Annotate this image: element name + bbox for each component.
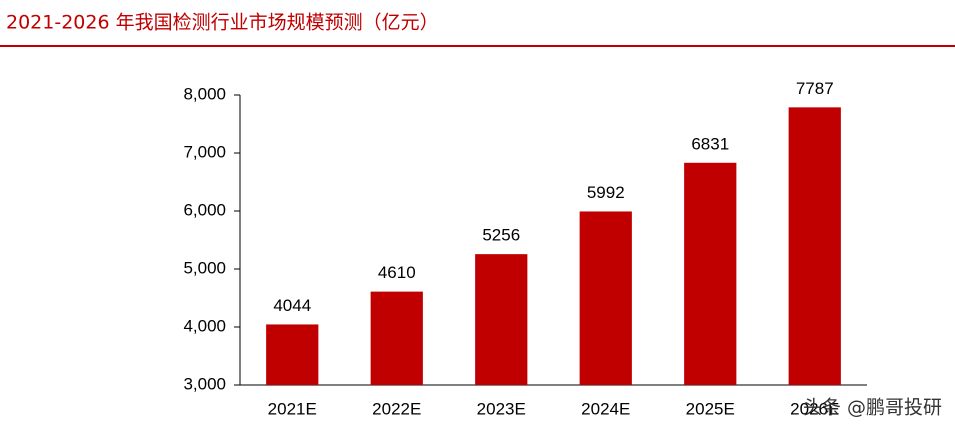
bar — [788, 107, 841, 385]
value-label: 4044 — [273, 296, 311, 315]
bar — [370, 291, 423, 385]
y-tick-label: 4,000 — [183, 316, 226, 335]
y-tick-label: 6,000 — [183, 200, 226, 219]
y-tick-label: 5,000 — [183, 258, 226, 277]
x-tick-label: 2026E — [790, 399, 839, 418]
y-tick-label: 3,000 — [183, 374, 226, 393]
value-label: 5992 — [587, 183, 625, 202]
bar — [475, 254, 528, 385]
x-tick-label: 2022E — [372, 399, 421, 418]
value-label: 6831 — [691, 134, 729, 153]
x-tick-label: 2021E — [268, 399, 317, 418]
y-tick-label: 7,000 — [183, 142, 226, 161]
bar — [266, 324, 319, 385]
bar — [684, 162, 737, 385]
value-label: 7787 — [796, 79, 834, 98]
bar — [579, 211, 632, 385]
x-tick-label: 2023E — [477, 399, 526, 418]
x-tick-label: 2025E — [686, 399, 735, 418]
value-label: 4610 — [378, 263, 416, 282]
x-tick-label: 2024E — [581, 399, 630, 418]
watermark: 头条 @鹏哥投研 — [803, 397, 942, 419]
value-label: 5256 — [482, 226, 520, 245]
chart-title: 2021-2026 年我国检测行业市场规模预测（亿元） — [6, 12, 439, 34]
y-tick-label: 8,000 — [183, 84, 226, 103]
